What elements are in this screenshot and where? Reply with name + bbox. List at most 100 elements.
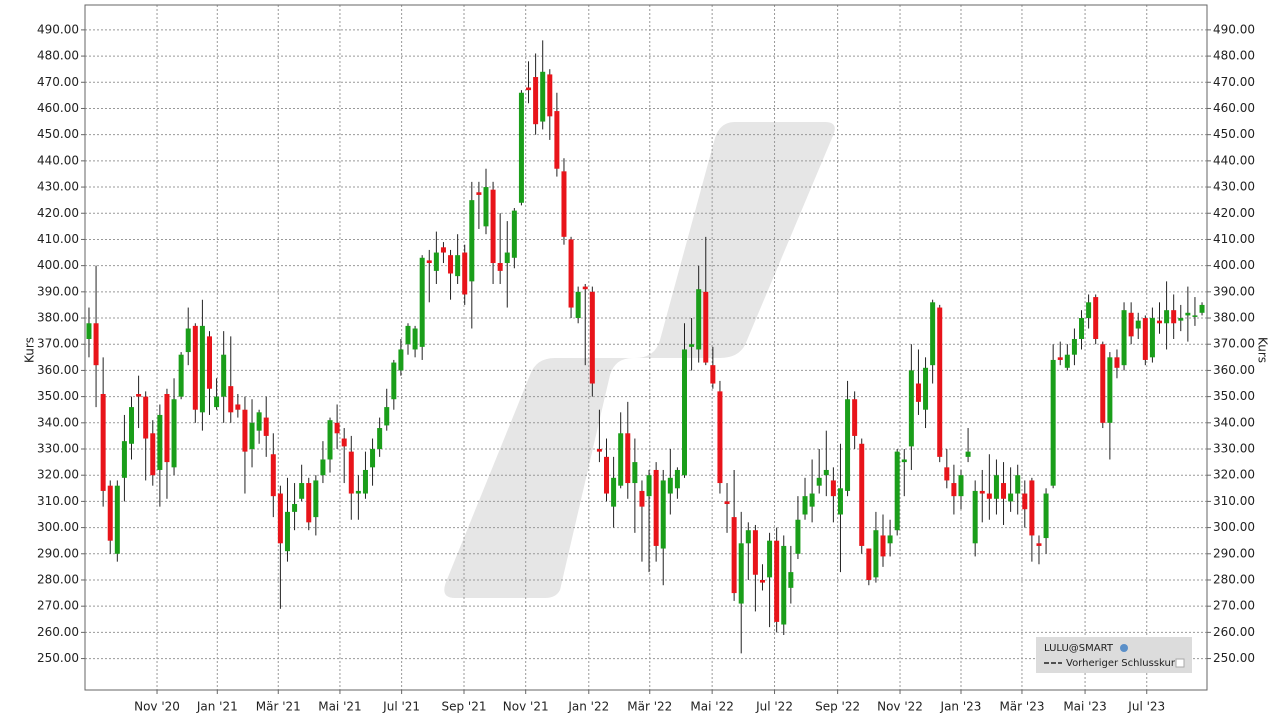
candle-body	[724, 501, 730, 505]
candle-body	[788, 572, 794, 588]
candle-body	[611, 477, 617, 507]
candle-body	[171, 399, 177, 468]
y2-tick-label: 470.00	[1213, 75, 1255, 89]
candle-body	[1199, 304, 1205, 313]
candle-body	[951, 483, 957, 497]
candle-body	[1029, 480, 1035, 536]
candle-body	[1142, 318, 1148, 360]
candle-body	[1114, 357, 1120, 368]
candle-body	[837, 488, 843, 515]
candle-body	[398, 349, 404, 371]
candle-body	[625, 433, 631, 484]
candle-body	[887, 535, 893, 544]
candle-body	[164, 393, 170, 463]
candle-body	[1156, 320, 1162, 324]
candle-body	[575, 291, 581, 319]
candle-body	[795, 519, 801, 554]
candle-body	[660, 480, 666, 549]
candle-body	[221, 354, 227, 397]
candle-body	[440, 247, 446, 253]
y-tick-label: 330.00	[37, 442, 79, 456]
y2-tick-label: 320.00	[1213, 468, 1255, 482]
candle-body	[1036, 543, 1042, 546]
y-tick-label: 490.00	[37, 22, 79, 36]
candle-body	[653, 469, 659, 546]
candle-body	[136, 393, 142, 397]
x-tick-label: Nov '21	[503, 700, 549, 714]
plot-frame	[84, 4, 1208, 691]
y-tick-label: 360.00	[37, 363, 79, 377]
candle-body	[199, 325, 205, 413]
x-tick-label: Jul '23	[1127, 700, 1165, 714]
candle-body	[1086, 302, 1092, 319]
y-tick-label: 280.00	[37, 572, 79, 586]
legend-entry: Vorheriger Schlusskurs	[1066, 658, 1180, 669]
y-tick-label: 420.00	[37, 206, 79, 220]
candle-body	[589, 291, 595, 384]
candle-body	[880, 535, 886, 557]
y2-tick-label: 290.00	[1213, 546, 1255, 560]
candle-body	[1185, 312, 1191, 316]
candle-body	[781, 545, 787, 625]
candle-body	[518, 92, 524, 203]
candle-body	[185, 328, 191, 353]
candle-body	[958, 475, 964, 497]
candle-body	[469, 200, 475, 282]
y-tick-label: 410.00	[37, 232, 79, 246]
candle-body	[554, 111, 560, 169]
y-tick-label: 450.00	[37, 127, 79, 141]
candle-body	[490, 189, 496, 264]
candle-body	[526, 87, 532, 91]
candle-body	[809, 493, 815, 507]
x-tick-label: Jan '21	[196, 700, 238, 714]
candle-body	[596, 449, 602, 452]
x-tick-label: Mär '22	[627, 700, 672, 714]
candle-body	[703, 291, 709, 363]
y-tick-label: 300.00	[37, 520, 79, 534]
candle-body	[759, 579, 765, 583]
y-tick-label: 440.00	[37, 153, 79, 167]
candle-body	[1107, 357, 1113, 423]
y-tick-label: 310.00	[37, 494, 79, 508]
candle-body	[405, 325, 411, 345]
candle-body	[129, 407, 135, 444]
y2-axis-title: Kurs	[1256, 337, 1270, 363]
candle-body	[384, 407, 390, 426]
candle-body	[1050, 359, 1056, 486]
candle-body	[1008, 493, 1014, 502]
candle-body	[455, 255, 461, 277]
y2-tick-label: 390.00	[1213, 284, 1255, 298]
candle-body	[745, 530, 751, 544]
candle-body	[433, 252, 439, 271]
y-axis-title: Kurs	[23, 337, 37, 363]
x-tick-label: Mai '22	[690, 700, 733, 714]
candle-body	[979, 490, 985, 494]
y2-tick-label: 370.00	[1213, 337, 1255, 351]
candle-body	[391, 362, 397, 400]
x-tick-label: Sep '22	[815, 700, 860, 714]
candle-body	[561, 171, 567, 237]
candle-body	[327, 420, 333, 460]
candle-body	[582, 286, 588, 290]
y-tick-label: 390.00	[37, 284, 79, 298]
candle-body	[944, 467, 950, 481]
candle-body	[1022, 493, 1028, 510]
candle-body	[242, 409, 248, 452]
y2-tick-label: 260.00	[1213, 625, 1255, 639]
y2-tick-label: 350.00	[1213, 389, 1255, 403]
candle-body	[823, 469, 829, 476]
candle-body	[738, 543, 744, 604]
candle-body	[107, 485, 113, 541]
x-tick-label: Mär '21	[256, 700, 301, 714]
candle-body	[462, 252, 468, 295]
candle-body	[752, 530, 758, 575]
plot-area: 250.00 250.00 260.00 260.00 270.00 270.00 280.…	[37, 5, 1255, 714]
candle-body	[483, 187, 489, 227]
candle-body	[192, 325, 198, 410]
candle-body	[206, 336, 212, 389]
candle-body	[1015, 475, 1021, 494]
y-tick-label: 370.00	[37, 337, 79, 351]
y2-tick-label: 360.00	[1213, 363, 1255, 377]
legend-checkbox[interactable]	[1175, 658, 1185, 668]
